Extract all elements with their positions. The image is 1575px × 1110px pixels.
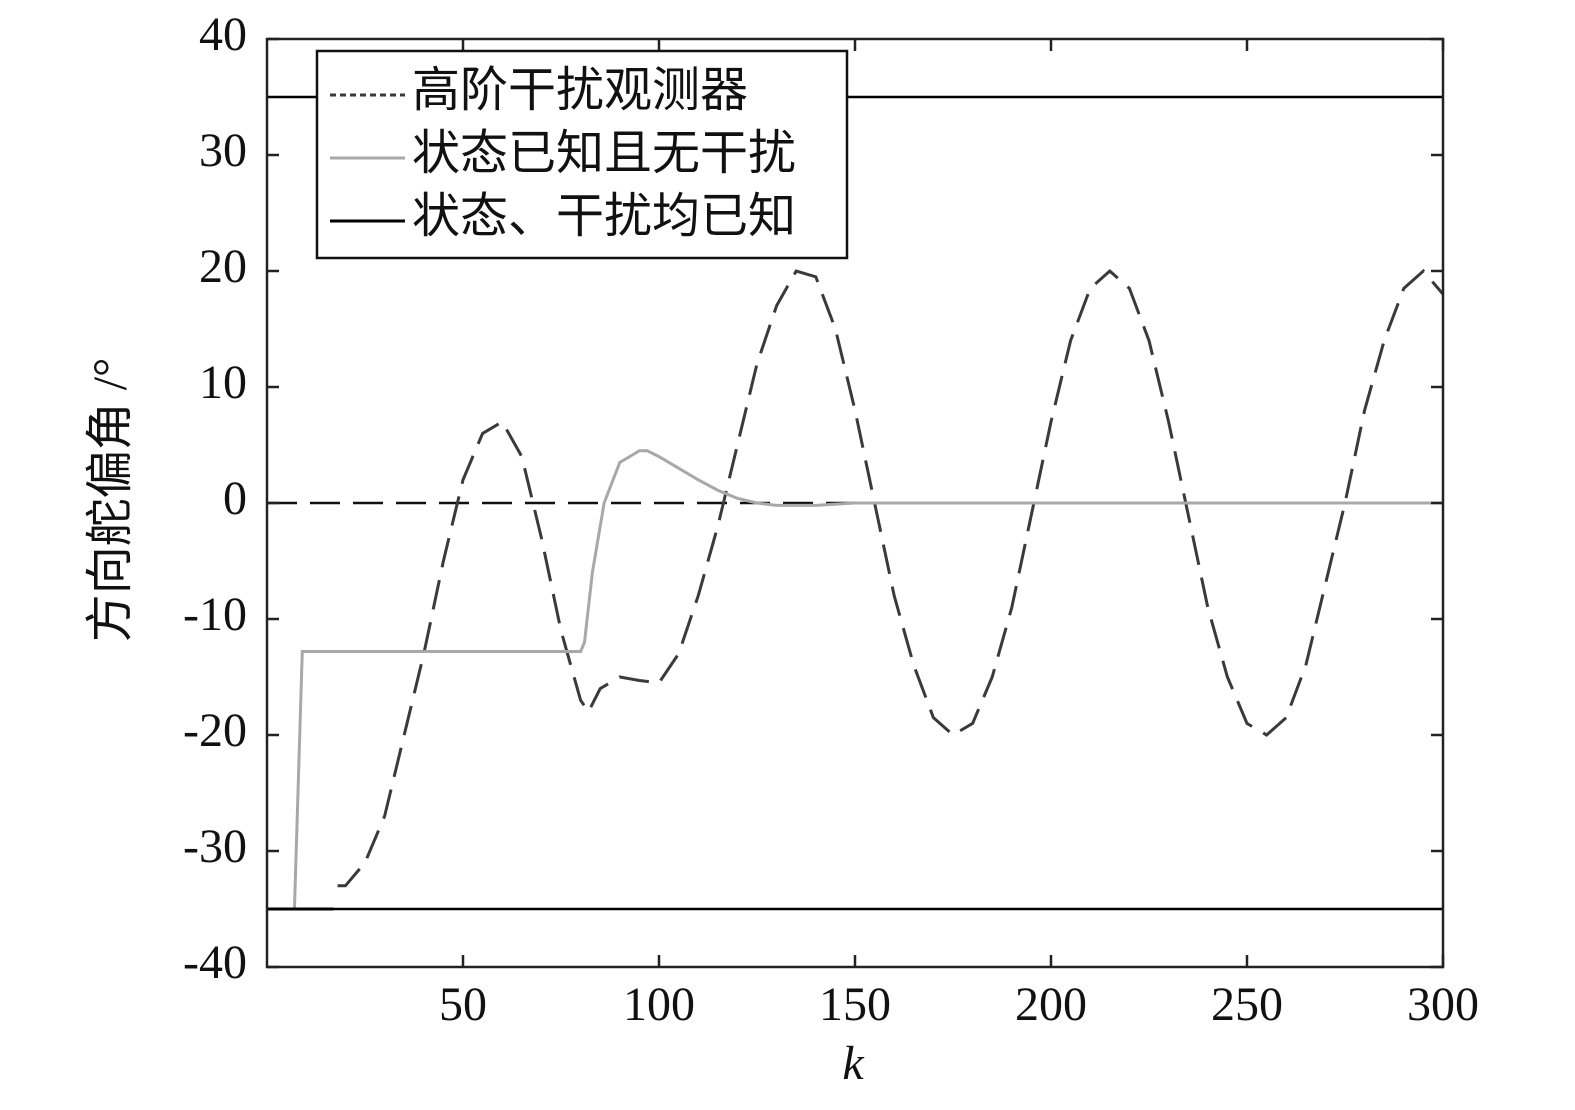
x-tick-label: 100 xyxy=(623,978,695,1031)
x-tick-label: 200 xyxy=(1015,978,1087,1031)
y-axis-label: 方向舵偏角 /° xyxy=(84,358,137,643)
legend-label: 状态已知且无干扰 xyxy=(412,127,796,180)
legend-box xyxy=(315,49,849,260)
y-tick-label: 20 xyxy=(199,240,247,293)
y-tick-label: -30 xyxy=(183,820,247,873)
x-axis-label: k xyxy=(842,1037,865,1090)
x-tick-label: 300 xyxy=(1407,978,1479,1031)
x-tick-label: 250 xyxy=(1211,978,1283,1031)
series-line xyxy=(337,268,1445,888)
y-tick-label: 10 xyxy=(199,356,247,409)
series-line xyxy=(267,449,1443,911)
y-tick-label: 30 xyxy=(199,124,247,177)
legend-label: 高阶干扰观测器 xyxy=(412,64,748,117)
y-tick-label: 40 xyxy=(199,8,247,61)
y-tick-label: -10 xyxy=(183,588,247,641)
y-tick-label: -20 xyxy=(183,704,247,757)
x-tick-label: 150 xyxy=(819,978,891,1031)
x-tick-label: 50 xyxy=(439,978,487,1031)
y-tick-label: -40 xyxy=(183,936,247,989)
legend-label: 状态、干扰均已知 xyxy=(412,190,796,243)
y-tick-label: 0 xyxy=(223,472,247,525)
